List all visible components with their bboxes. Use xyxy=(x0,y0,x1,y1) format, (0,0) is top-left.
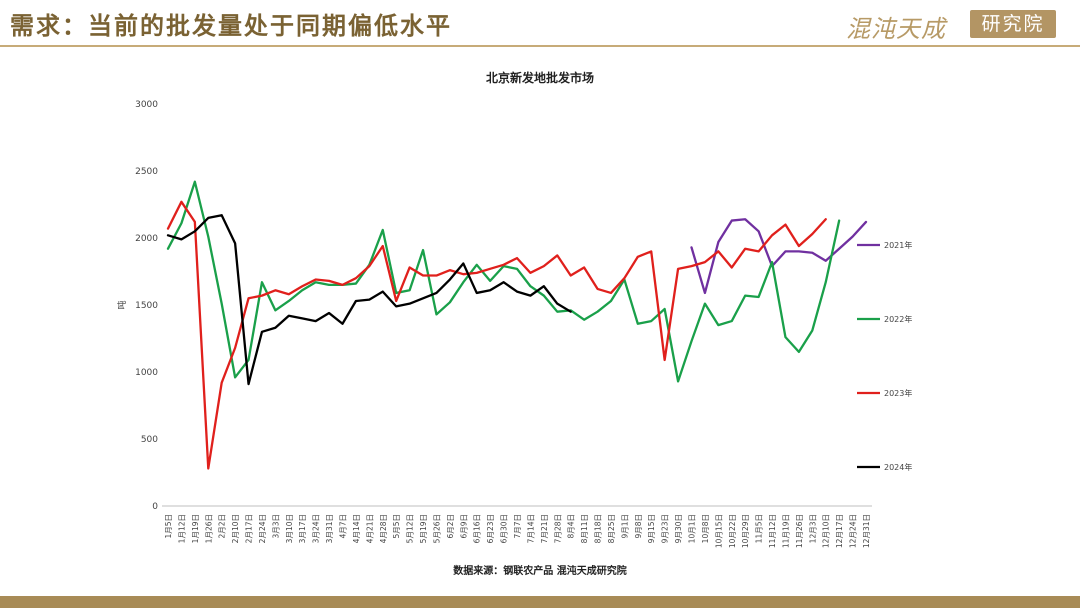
series-line-2022 xyxy=(166,180,841,383)
y-tick-label: 2000 xyxy=(135,234,158,244)
x-tick-label: 8月25日 xyxy=(607,514,616,543)
x-tick-label: 9月30日 xyxy=(674,514,683,543)
x-tick-label: 10月1日 xyxy=(688,514,697,543)
series-line-2024 xyxy=(166,214,572,386)
y-tick-label: 0 xyxy=(152,502,158,512)
brand-box-label: 研究院 xyxy=(970,10,1056,38)
x-tick-label: 5月26日 xyxy=(432,514,441,543)
x-tick-label: 1月5日 xyxy=(164,514,173,539)
header-bar: 需求：当前的批发量处于同期偏低水平 混沌天成 研究院 xyxy=(0,0,1080,46)
x-tick-label: 5月5日 xyxy=(392,514,401,539)
x-tick-label: 8月4日 xyxy=(567,514,576,539)
x-tick-label: 7月7日 xyxy=(513,514,522,539)
x-tick-label: 3月31日 xyxy=(325,514,334,543)
source-note: 数据来源：钢联农产品 混沌天成研究院 xyxy=(453,566,627,577)
brand-logo: 混沌天成 研究院 xyxy=(846,9,1056,43)
x-tick-label: 12月24日 xyxy=(849,514,858,548)
y-tick-label: 1500 xyxy=(135,301,158,311)
series-line-2023 xyxy=(166,200,827,470)
x-tick-label: 6月2日 xyxy=(446,514,455,539)
x-tick-label: 8月18日 xyxy=(594,514,603,543)
x-tick-label: 3月3日 xyxy=(271,514,280,539)
x-tick-label: 9月15日 xyxy=(647,514,656,543)
x-tick-label: 4月28日 xyxy=(379,514,388,543)
x-tick-label: 6月23日 xyxy=(486,514,495,543)
x-tick-label: 9月1日 xyxy=(620,514,629,539)
x-tick-label: 12月3日 xyxy=(808,514,817,543)
brand-script: 混沌天成 xyxy=(846,15,946,43)
x-tick-label: 10月22日 xyxy=(728,514,737,548)
x-tick-label: 1月19日 xyxy=(191,514,200,543)
footer-bar xyxy=(0,596,1080,608)
series-line-2021 xyxy=(690,218,868,295)
x-tick-label: 12月17日 xyxy=(835,514,844,548)
page-title: 需求：当前的批发量处于同期偏低水平 xyxy=(10,11,452,40)
x-tick-label: 10月15日 xyxy=(714,514,723,548)
y-tick-label: 500 xyxy=(141,435,158,445)
x-tick-label: 3月17日 xyxy=(298,514,307,543)
x-tick-label: 11月5日 xyxy=(755,514,764,543)
x-tick-label: 9月8日 xyxy=(634,514,643,539)
x-tick-label: 11月12日 xyxy=(768,514,777,548)
x-tick-label: 3月10日 xyxy=(285,514,294,543)
x-tick-label: 11月19日 xyxy=(781,514,790,548)
x-tick-label: 10月29日 xyxy=(741,514,750,548)
x-tick-label: 2月17日 xyxy=(245,514,254,543)
x-tick-label: 10月8日 xyxy=(701,514,710,543)
legend-label: 2021年 xyxy=(884,240,912,250)
x-tick-label: 4月21日 xyxy=(365,514,374,543)
x-tick-label: 6月16日 xyxy=(473,514,482,543)
x-tick-label: 12月31日 xyxy=(862,514,871,548)
x-tick-label: 2月10日 xyxy=(231,514,240,543)
x-tick-label: 2月24日 xyxy=(258,514,267,543)
legend-label: 2022年 xyxy=(884,314,912,324)
y-tick-label: 3000 xyxy=(135,100,158,110)
x-tick-label: 5月19日 xyxy=(419,514,428,543)
x-tick-label: 1月26日 xyxy=(204,514,213,543)
chart-title: 北京新发地批发市场 xyxy=(486,70,594,85)
x-tick-label: 7月21日 xyxy=(540,514,549,543)
x-tick-label: 3月24日 xyxy=(312,514,321,543)
x-tick-label: 8月11日 xyxy=(580,514,589,543)
x-tick-label: 12月10日 xyxy=(822,514,831,548)
x-tick-label: 6月30日 xyxy=(500,514,509,543)
legend-label: 2024年 xyxy=(884,462,912,472)
y-tick-label: 2500 xyxy=(135,167,158,177)
x-tick-label: 7月14日 xyxy=(526,514,535,543)
x-tick-label: 5月12日 xyxy=(406,514,415,543)
x-tick-label: 4月14日 xyxy=(352,514,361,543)
x-tick-label: 2月2日 xyxy=(218,514,227,539)
x-tick-label: 6月9日 xyxy=(459,514,468,539)
x-tick-label: 4月7日 xyxy=(339,514,348,539)
legend-label: 2023年 xyxy=(884,388,912,398)
x-tick-label: 11月26日 xyxy=(795,514,804,548)
x-tick-label: 7月28日 xyxy=(553,514,562,543)
header-divider xyxy=(0,45,1080,47)
y-tick-label: 1000 xyxy=(135,368,158,378)
x-tick-label: 9月23日 xyxy=(661,514,670,543)
x-tick-label: 1月12日 xyxy=(177,514,186,543)
y-axis-label: 吨 xyxy=(116,300,128,309)
